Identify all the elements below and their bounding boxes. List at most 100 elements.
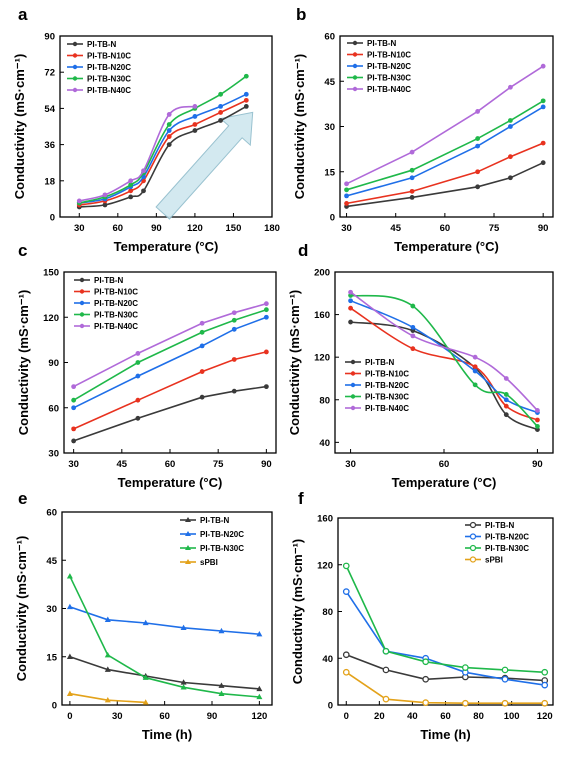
x-tick-label: 120 bbox=[187, 223, 203, 234]
series-line bbox=[350, 294, 538, 427]
data-point bbox=[344, 187, 349, 193]
legend-marker bbox=[352, 75, 358, 80]
x-tick-label: 60 bbox=[439, 459, 450, 470]
data-point bbox=[104, 651, 111, 658]
y-tick-label: 72 bbox=[44, 68, 55, 79]
panel-letter: a bbox=[18, 5, 28, 24]
series-line bbox=[345, 565, 545, 674]
legend-label: PI-TB-N20C bbox=[485, 533, 529, 542]
legend-marker bbox=[185, 517, 191, 522]
legend-marker bbox=[469, 521, 477, 529]
legend-label: PI-TB-N40C bbox=[367, 85, 411, 94]
y-tick-label: 120 bbox=[314, 353, 330, 364]
series-PI-TB-N20C bbox=[348, 298, 540, 415]
data-point bbox=[166, 128, 172, 133]
data-point bbox=[501, 699, 509, 707]
x-axis-title: Temperature (°C) bbox=[118, 475, 223, 490]
data-point bbox=[199, 394, 205, 400]
legend-marker bbox=[185, 559, 191, 564]
data-point bbox=[71, 397, 77, 403]
data-point bbox=[66, 603, 73, 610]
x-tick-label: 80 bbox=[473, 711, 484, 722]
y-tick-label: 120 bbox=[43, 313, 59, 324]
x-tick-label: 120 bbox=[251, 711, 267, 722]
data-point bbox=[540, 98, 546, 104]
y-tick-label: 120 bbox=[317, 560, 333, 571]
legend: PI-TB-N PI-TB-N20C PI-TB-N30C sPBI bbox=[465, 521, 529, 565]
legend-label: PI-TB-N bbox=[87, 40, 117, 49]
data-point bbox=[541, 668, 549, 676]
data-point bbox=[461, 664, 469, 671]
legend-label: PI-TB-N bbox=[365, 358, 395, 367]
legend-marker bbox=[352, 86, 358, 92]
y-tick-label: 90 bbox=[44, 32, 55, 43]
data-point bbox=[382, 666, 390, 674]
legend-marker bbox=[72, 53, 78, 58]
data-point bbox=[422, 699, 430, 707]
legend: PI-TB-N PI-TB-N20C PI-TB-N30C sPBI bbox=[180, 516, 244, 567]
series-sPBI bbox=[342, 668, 549, 707]
y-tick-label: 40 bbox=[322, 654, 333, 665]
data-point bbox=[409, 175, 415, 181]
data-point bbox=[422, 675, 430, 683]
legend-marker bbox=[79, 312, 85, 317]
legend-marker bbox=[469, 533, 477, 540]
series-PI-TB-N20C bbox=[71, 314, 269, 411]
series-line bbox=[69, 575, 260, 698]
data-point bbox=[540, 140, 546, 146]
data-point bbox=[475, 136, 481, 141]
y-tick-label: 0 bbox=[328, 701, 333, 712]
legend-marker bbox=[469, 544, 477, 552]
data-point bbox=[231, 388, 237, 394]
series-PI-TB-N bbox=[342, 651, 549, 684]
x-tick-label: 90 bbox=[532, 459, 543, 470]
x-tick-label: 120 bbox=[537, 711, 553, 722]
data-point bbox=[243, 97, 249, 103]
legend-marker bbox=[185, 545, 191, 550]
data-point bbox=[218, 103, 224, 109]
x-tick-label: 45 bbox=[390, 223, 401, 234]
y-tick-label: 45 bbox=[46, 556, 57, 567]
panel-letter: f bbox=[298, 489, 304, 508]
x-tick-label: 60 bbox=[113, 223, 124, 234]
legend-label: PI-TB-N30C bbox=[87, 75, 131, 84]
data-point bbox=[142, 699, 149, 705]
legend-marker bbox=[72, 64, 78, 70]
y-tick-label: 60 bbox=[46, 508, 57, 519]
series-PI-TB-N bbox=[76, 103, 249, 210]
data-point bbox=[410, 346, 416, 352]
data-point bbox=[472, 354, 478, 360]
x-tick-label: 90 bbox=[538, 223, 549, 234]
data-point bbox=[199, 320, 205, 326]
y-tick-label: 15 bbox=[324, 167, 335, 178]
data-point bbox=[344, 193, 349, 199]
data-point bbox=[104, 616, 111, 622]
data-point bbox=[535, 423, 540, 429]
x-tick-label: 30 bbox=[345, 459, 356, 470]
data-point bbox=[142, 619, 149, 626]
data-point bbox=[199, 329, 205, 335]
series-PI-TB-N10C bbox=[344, 140, 546, 206]
data-point bbox=[422, 658, 430, 666]
data-point bbox=[218, 91, 224, 97]
x-tick-label: 75 bbox=[213, 459, 224, 470]
data-point bbox=[71, 426, 77, 432]
series-line bbox=[69, 606, 260, 635]
data-point bbox=[231, 317, 237, 323]
x-axis-title: Time (h) bbox=[142, 727, 192, 742]
data-point bbox=[461, 699, 469, 707]
legend-label: PI-TB-N30C bbox=[200, 544, 244, 553]
series-PI-TB-N30C bbox=[344, 98, 546, 193]
data-point bbox=[256, 685, 263, 692]
x-tick-label: 100 bbox=[504, 711, 520, 722]
data-point bbox=[409, 188, 415, 194]
series-line bbox=[346, 653, 545, 682]
legend-label: PI-TB-N30C bbox=[485, 544, 529, 553]
chart-panel-d: d 30 60 90 40 80 120 160 200 Temperature (°C) Cond… bbox=[287, 241, 554, 490]
data-point bbox=[535, 417, 540, 423]
panel-letter: d bbox=[298, 241, 308, 260]
data-point bbox=[540, 104, 546, 110]
x-tick-label: 30 bbox=[112, 711, 123, 722]
x-tick-label: 75 bbox=[489, 223, 500, 234]
data-point bbox=[342, 588, 350, 595]
